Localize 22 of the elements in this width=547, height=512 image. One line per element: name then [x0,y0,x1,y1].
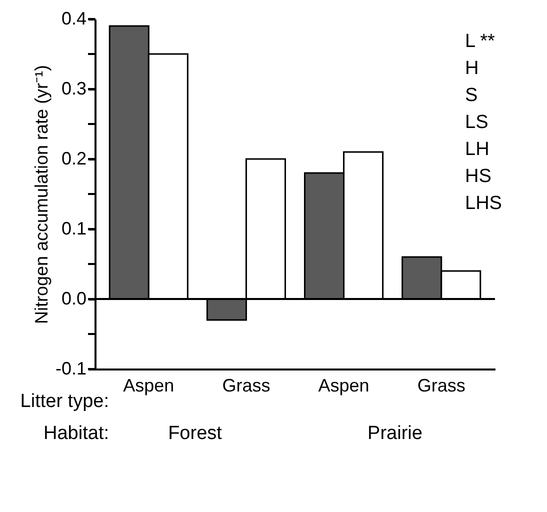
y-tick-label: 0.2 [61,148,86,168]
y-tick-label: -0.1 [55,358,86,378]
x-tick-label: Grass [417,376,466,396]
text: Habitat: [44,423,109,444]
annotation: LH [465,139,490,160]
annotation: HS [465,166,492,187]
text: Prairie [368,423,422,444]
y-tick-label: 0.1 [61,218,86,238]
y-tick-label: 0.4 [61,8,86,28]
annotation: LS [465,112,488,133]
annotation: S [465,85,478,106]
y-axis-title: Nitrogen accumulation rate (yr⁻¹) [31,64,52,324]
x-tick-label: Aspen [123,376,174,396]
x-tick-label: Aspen [318,376,370,396]
annotation: LHS [465,193,502,214]
y-tick-label: 0.0 [61,288,86,308]
y-tick-label: 0.3 [61,78,86,98]
annotation: L ** [465,31,496,52]
text: Litter type: [20,391,109,412]
annotation: H [465,58,479,79]
text: Forest [168,423,223,444]
x-tick-label: Grass [222,376,270,396]
